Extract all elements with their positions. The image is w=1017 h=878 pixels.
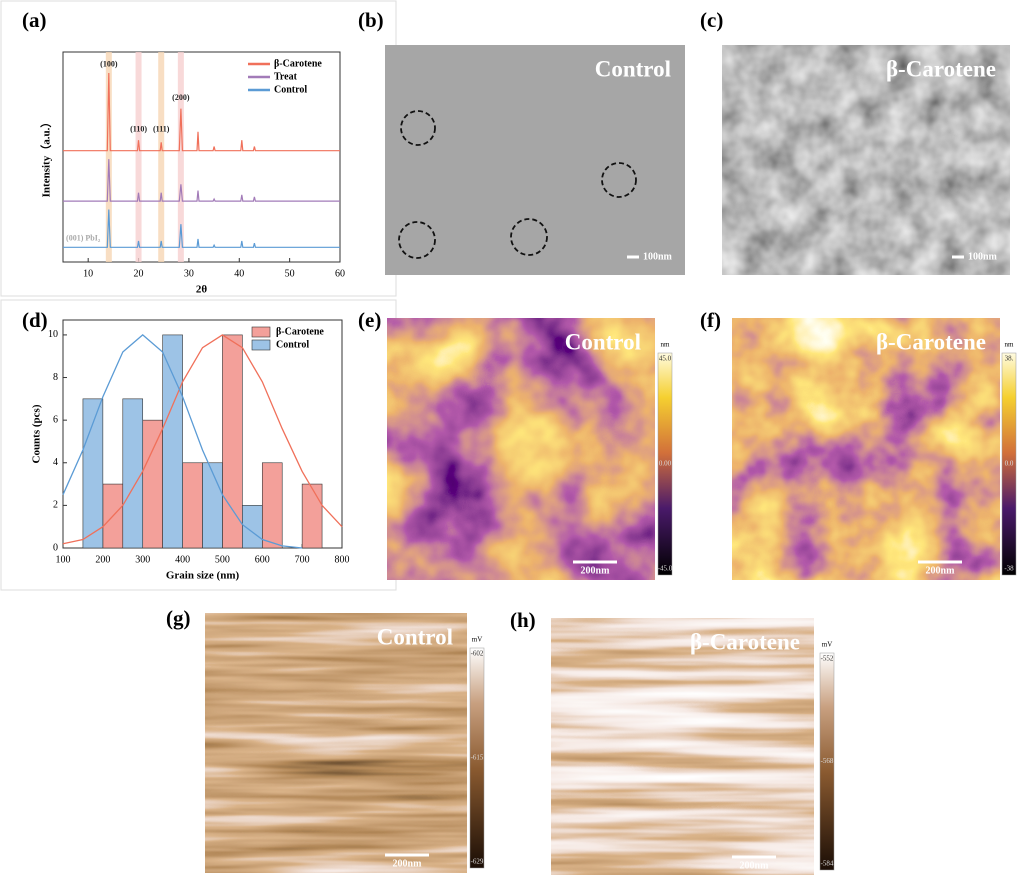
y-axis-label: Intensity（a.u.）: [40, 117, 53, 198]
x-tick-label: 50: [285, 268, 295, 279]
colorbar-label: -45.0: [658, 565, 673, 573]
scale-bar-label: 200nm: [581, 565, 611, 576]
colorbar-label: -602: [471, 650, 484, 658]
colorbar-label: 45.0: [659, 355, 672, 363]
panel-label: (h): [510, 608, 536, 632]
bar: [123, 399, 143, 548]
series-line: [63, 159, 340, 201]
x-tick-label: 600: [255, 554, 270, 565]
colorbar-label: -615: [471, 754, 484, 762]
legend-label: Treat: [274, 71, 298, 82]
x-tick-label: 40: [234, 268, 244, 279]
bar: [83, 399, 103, 548]
y-tick-label: 6: [53, 414, 58, 425]
image-title: Control: [595, 56, 671, 81]
image-title: β-Carotene: [886, 56, 996, 81]
colorbar-unit: nm: [1005, 341, 1015, 349]
panel-label: (e): [358, 308, 381, 332]
scale-bar-label: 200nm: [926, 565, 956, 576]
image-title: β-Carotene: [690, 629, 800, 654]
y-axis-label: Counts (pcs): [31, 404, 43, 463]
colorbar-label: 38.: [1005, 355, 1014, 363]
x-tick-label: 700: [295, 554, 310, 565]
colorbar-label: 0.0: [1005, 460, 1014, 468]
peak-label: (111): [153, 125, 170, 134]
legend-swatch: [252, 327, 270, 337]
peak-label: (200): [172, 93, 190, 102]
bar: [183, 463, 203, 548]
peak-label: (110): [130, 125, 147, 134]
x-tick-label: 400: [175, 554, 190, 565]
legend-label: β-Carotene: [274, 58, 322, 69]
colorbar-unit: mV: [822, 641, 833, 649]
panel-label: (c): [700, 8, 723, 32]
panel-label: (b): [358, 8, 384, 32]
scale-bar-label: 100nm: [968, 251, 998, 262]
colorbar-label: -552: [821, 655, 834, 663]
series-line: [63, 210, 340, 248]
peak-label: (100): [100, 59, 118, 68]
y-tick-label: 10: [48, 329, 58, 340]
image-title: Control: [565, 329, 641, 354]
y-tick-label: 8: [53, 372, 58, 383]
x-tick-label: 100: [56, 554, 71, 565]
x-tick-label: 10: [83, 268, 93, 279]
x-tick-label: 30: [184, 268, 194, 279]
legend-label: Control: [276, 339, 309, 350]
x-axis-label: 2θ: [196, 284, 208, 296]
legend-label: β-Carotene: [276, 326, 324, 337]
panel-label: (d): [22, 308, 48, 332]
colorbar-label: -629: [471, 858, 484, 866]
colorbar-label: -568: [821, 757, 834, 765]
y-tick-label: 0: [53, 542, 58, 553]
micrograph: [387, 318, 655, 580]
micrograph: [732, 318, 1000, 580]
x-tick-label: 60: [335, 268, 345, 279]
scale-bar-label: 200nm: [393, 858, 423, 869]
figure: (a)1020304050602θIntensity（a.u.）β-Carote…: [0, 0, 1017, 878]
colorbar-label: -584: [821, 860, 834, 868]
panel-label: (f): [700, 308, 721, 332]
y-tick-label: 2: [53, 500, 58, 511]
image-title: β-Carotene: [876, 329, 986, 354]
bar: [143, 420, 163, 548]
micrograph: [551, 618, 814, 875]
colorbar-label: 0.00: [659, 460, 672, 468]
bar: [222, 335, 242, 548]
colorbar-label: -38: [1004, 565, 1014, 573]
image-title: Control: [377, 624, 453, 649]
highlight-band: [158, 52, 164, 262]
x-axis-label: Grain size (nm): [166, 570, 240, 582]
panel-label: (g): [166, 606, 191, 630]
scale-bar-label: 200nm: [740, 860, 770, 871]
colorbar-unit: nm: [661, 341, 671, 349]
highlight-band: [136, 52, 142, 262]
bar: [163, 335, 183, 548]
legend-label: Control: [274, 84, 307, 95]
scale-bar-label: 100nm: [643, 251, 673, 262]
colorbar-unit: mV: [472, 636, 483, 644]
micrograph: [205, 613, 467, 873]
x-tick-label: 200: [95, 554, 110, 565]
legend-swatch: [252, 340, 270, 350]
x-tick-label: 500: [215, 554, 230, 565]
y-tick-label: 4: [53, 457, 58, 468]
x-tick-label: 800: [335, 554, 350, 565]
page: {"chart_data": [ {"type": "line", "panel…: [0, 0, 1017, 878]
peak-label: (001) PbI₂: [66, 234, 101, 243]
panel-label: (a): [22, 8, 47, 32]
bar: [203, 463, 223, 548]
x-tick-label: 300: [135, 554, 150, 565]
bar: [262, 463, 282, 548]
bar: [302, 484, 322, 548]
x-tick-label: 20: [134, 268, 144, 279]
